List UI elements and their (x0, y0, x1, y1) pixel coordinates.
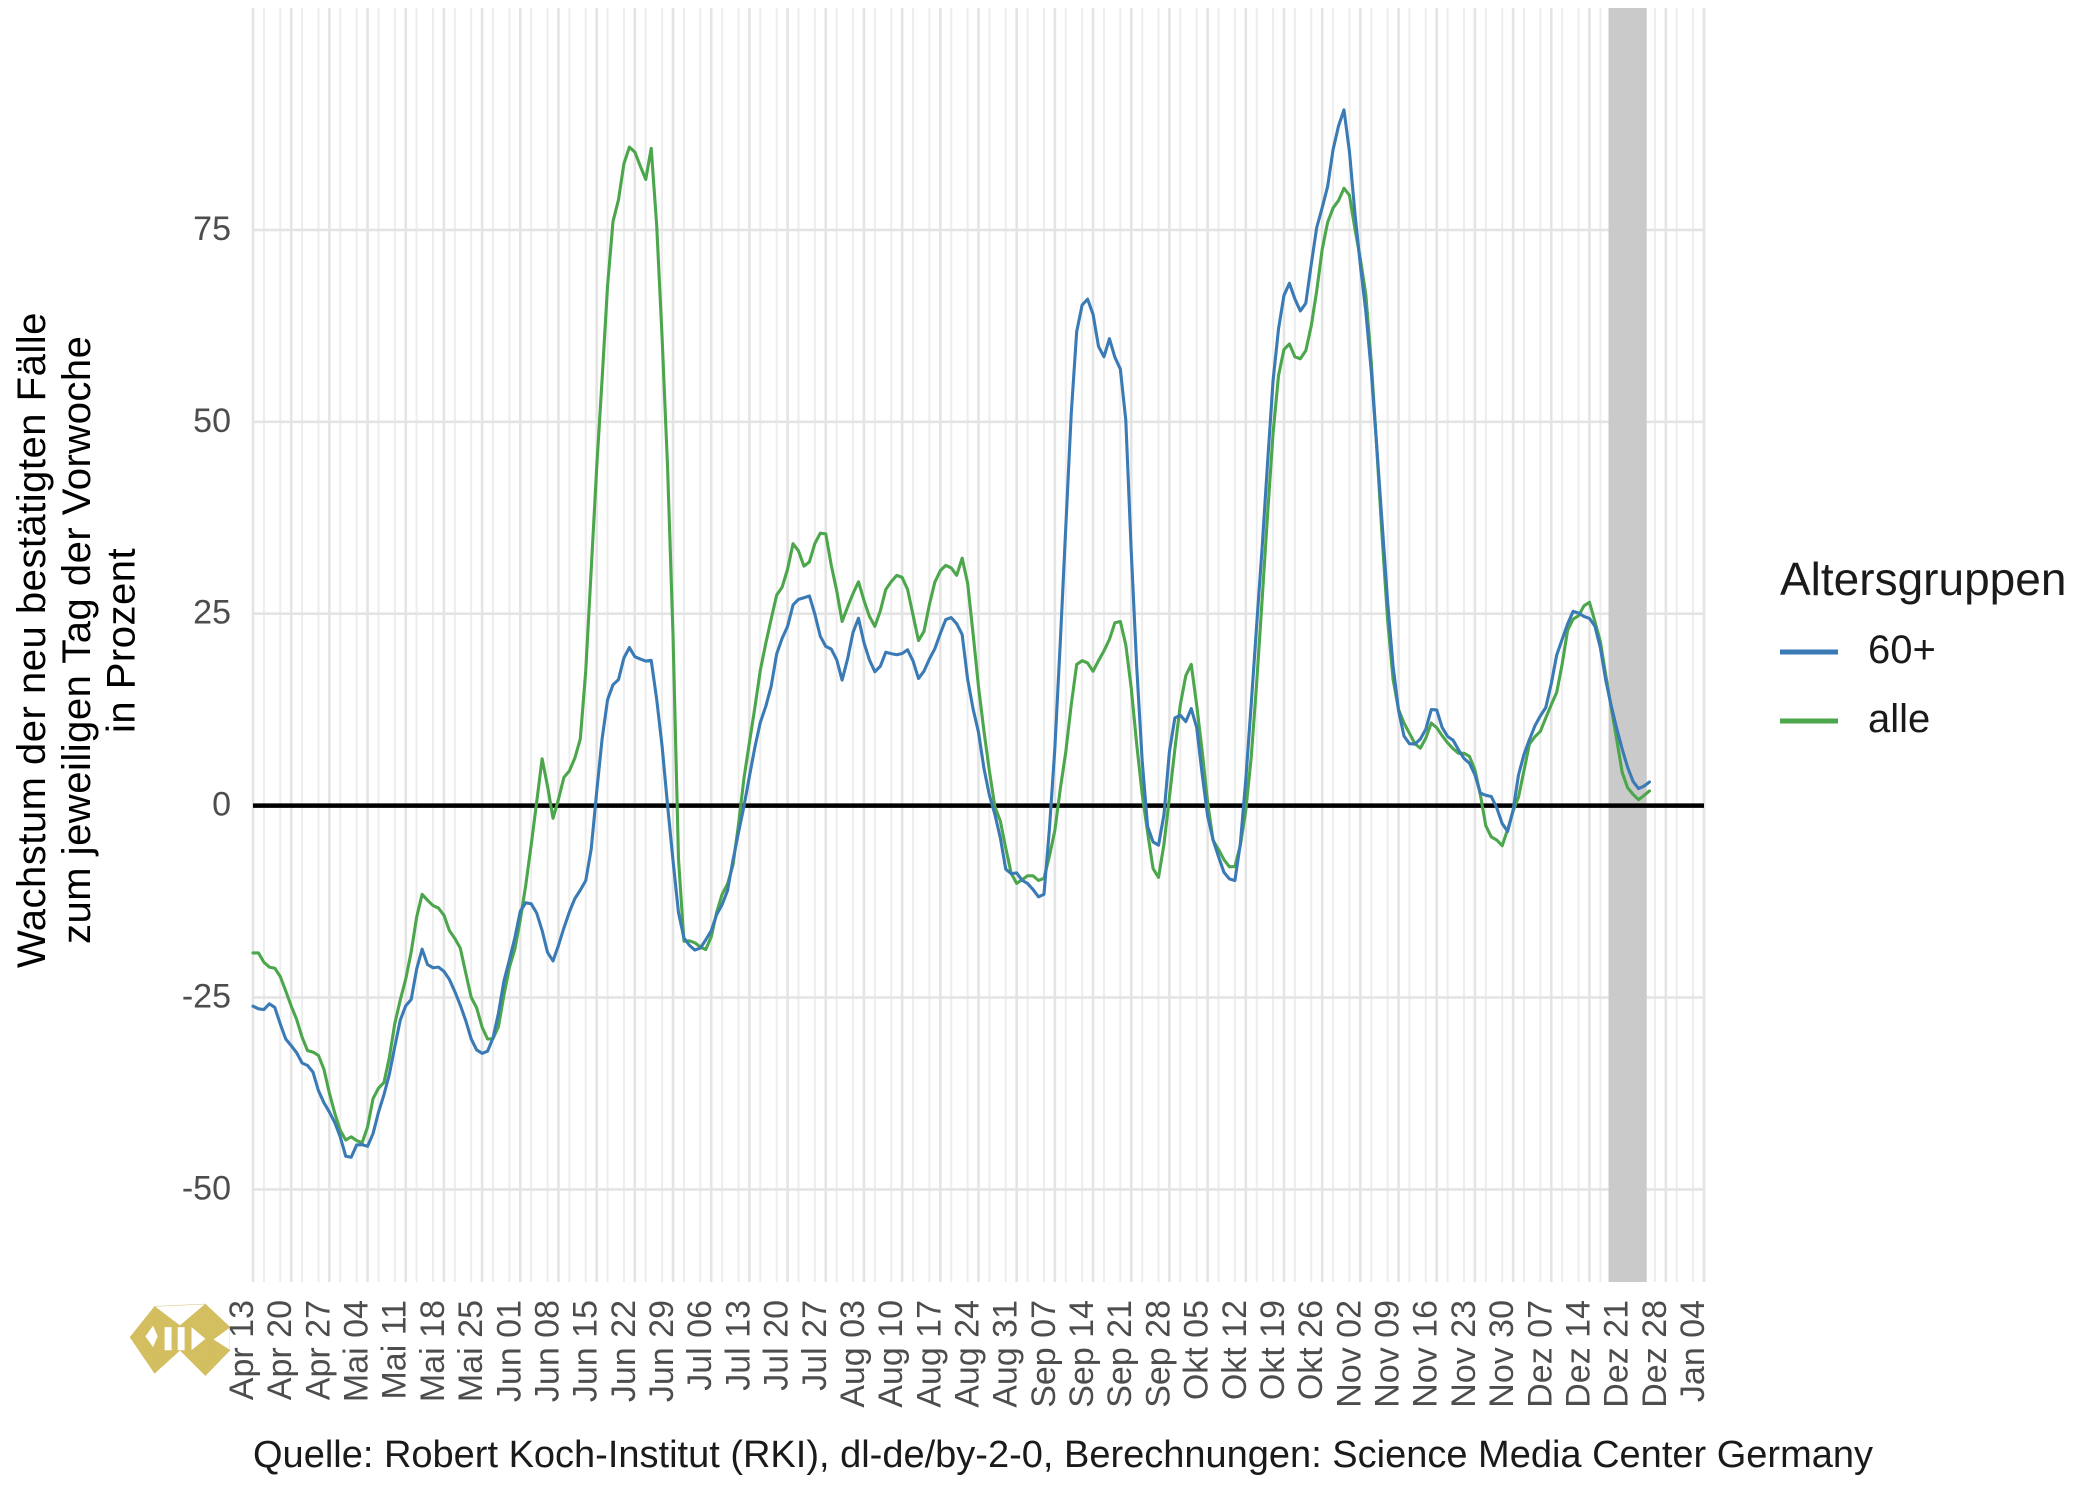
svg-text:Jun 29: Jun 29 (643, 1300, 681, 1402)
svg-text:Jul 27: Jul 27 (796, 1300, 834, 1391)
svg-text:Nov 30: Nov 30 (1483, 1300, 1521, 1408)
svg-text:Jun 08: Jun 08 (528, 1300, 566, 1402)
svg-text:Jun 15: Jun 15 (567, 1300, 605, 1402)
svg-text:Mai 18: Mai 18 (414, 1300, 452, 1402)
svg-text:Mai 04: Mai 04 (338, 1300, 376, 1402)
svg-text:Aug 03: Aug 03 (834, 1300, 872, 1408)
svg-text:Okt 26: Okt 26 (1292, 1300, 1330, 1400)
svg-text:Sep 14: Sep 14 (1063, 1300, 1101, 1408)
svg-text:Apr 20: Apr 20 (261, 1300, 299, 1400)
svg-text:Sep 28: Sep 28 (1139, 1300, 1177, 1408)
svg-text:50: 50 (193, 402, 231, 440)
svg-text:Sep 07: Sep 07 (1025, 1300, 1063, 1408)
svg-text:25: 25 (193, 594, 231, 632)
svg-text:Jul 20: Jul 20 (758, 1300, 796, 1391)
svg-text:Dez 07: Dez 07 (1521, 1300, 1559, 1408)
svg-text:Jun 22: Jun 22 (605, 1300, 643, 1402)
svg-text:Apr 27: Apr 27 (299, 1300, 337, 1400)
svg-text:75: 75 (193, 210, 231, 248)
svg-text:Nov 09: Nov 09 (1369, 1300, 1407, 1408)
svg-text:Nov 23: Nov 23 (1445, 1300, 1483, 1408)
svg-text:-50: -50 (182, 1169, 231, 1207)
svg-text:Aug 24: Aug 24 (949, 1300, 987, 1408)
svg-text:Dez 28: Dez 28 (1636, 1300, 1674, 1408)
svg-text:-25: -25 (182, 978, 231, 1016)
svg-text:Jun 01: Jun 01 (490, 1300, 528, 1402)
svg-text:Jan 04: Jan 04 (1674, 1300, 1712, 1402)
svg-text:Jul 13: Jul 13 (719, 1300, 757, 1391)
svg-text:Dez 21: Dez 21 (1598, 1300, 1636, 1408)
svg-text:Aug 31: Aug 31 (987, 1300, 1025, 1408)
svg-text:Nov 16: Nov 16 (1407, 1300, 1445, 1408)
svg-text:Dez 14: Dez 14 (1559, 1300, 1597, 1408)
svg-text:Okt 05: Okt 05 (1178, 1300, 1216, 1400)
svg-text:Okt 12: Okt 12 (1216, 1300, 1254, 1400)
svg-text:0: 0 (212, 786, 231, 824)
svg-text:Jul 06: Jul 06 (681, 1300, 719, 1391)
svg-text:Nov 02: Nov 02 (1330, 1300, 1368, 1408)
svg-text:Aug 10: Aug 10 (872, 1300, 910, 1408)
svg-text:Sep 21: Sep 21 (1101, 1300, 1139, 1408)
svg-text:Okt 19: Okt 19 (1254, 1300, 1292, 1400)
svg-text:Mai 25: Mai 25 (452, 1300, 490, 1402)
svg-text:Aug 17: Aug 17 (910, 1300, 948, 1408)
svg-text:Mai 11: Mai 11 (376, 1300, 414, 1400)
